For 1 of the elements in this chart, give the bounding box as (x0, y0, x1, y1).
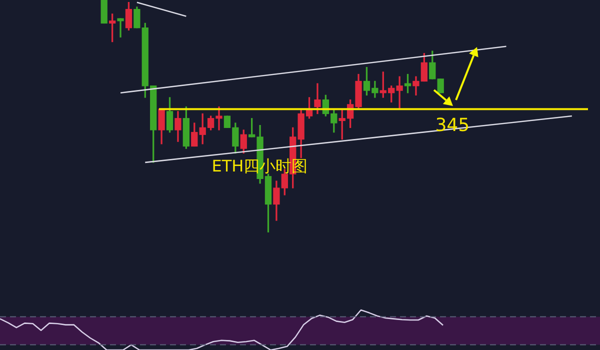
candlestick (117, 18, 124, 38)
